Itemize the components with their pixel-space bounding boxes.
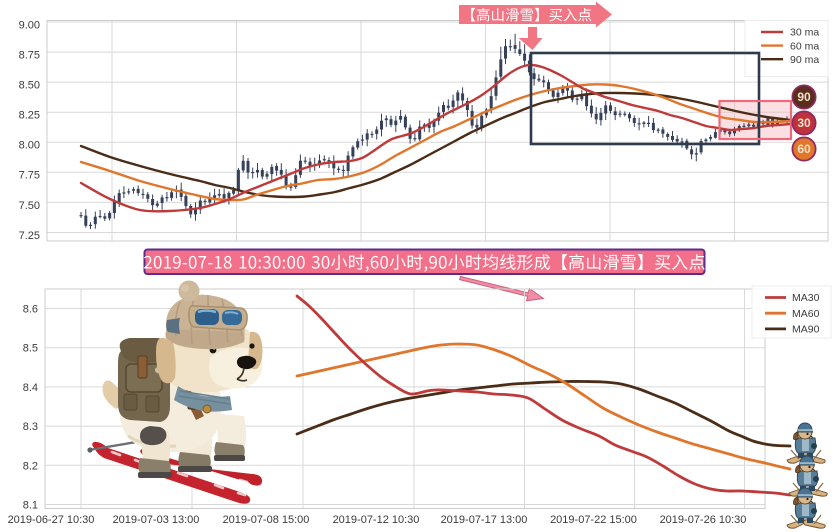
svg-text:8.25: 8.25 [19, 110, 40, 122]
svg-text:90: 90 [797, 90, 811, 104]
svg-text:7.75: 7.75 [19, 170, 40, 182]
svg-text:7.25: 7.25 [19, 230, 40, 242]
svg-text:MA90: MA90 [792, 324, 820, 336]
svg-text:60 ma: 60 ma [790, 40, 819, 52]
svg-text:8.6: 8.6 [23, 304, 38, 316]
svg-text:2019-06-27 10:30: 2019-06-27 10:30 [8, 514, 95, 526]
svg-text:90 ma: 90 ma [790, 54, 819, 66]
svg-text:30: 30 [797, 116, 811, 130]
svg-text:30 ma: 30 ma [790, 27, 819, 39]
svg-text:MA30: MA30 [792, 292, 820, 304]
svg-text:2019-07-08 15:00: 2019-07-08 15:00 [223, 514, 310, 526]
svg-text:2019-07-17 13:00: 2019-07-17 13:00 [441, 514, 528, 526]
svg-text:MA60: MA60 [792, 308, 820, 320]
svg-text:2019-07-12 10:30: 2019-07-12 10:30 [333, 514, 420, 526]
svg-text:60: 60 [797, 142, 811, 156]
svg-text:2019-07-26 10:30: 2019-07-26 10:30 [660, 514, 747, 526]
svg-text:7.50: 7.50 [19, 200, 40, 212]
svg-text:8.4: 8.4 [23, 382, 38, 394]
svg-text:8.1: 8.1 [23, 500, 38, 512]
svg-text:8.75: 8.75 [19, 50, 40, 62]
svg-text:8.2: 8.2 [23, 460, 38, 472]
svg-text:8.5: 8.5 [23, 343, 38, 355]
svg-text:8.50: 8.50 [19, 80, 40, 92]
svg-text:8.3: 8.3 [23, 421, 38, 433]
svg-text:9.00: 9.00 [19, 19, 40, 31]
svg-text:8.00: 8.00 [19, 140, 40, 152]
svg-text:2019-07-22 15:00: 2019-07-22 15:00 [550, 514, 637, 526]
svg-text:2019-07-03 13:00: 2019-07-03 13:00 [113, 514, 200, 526]
